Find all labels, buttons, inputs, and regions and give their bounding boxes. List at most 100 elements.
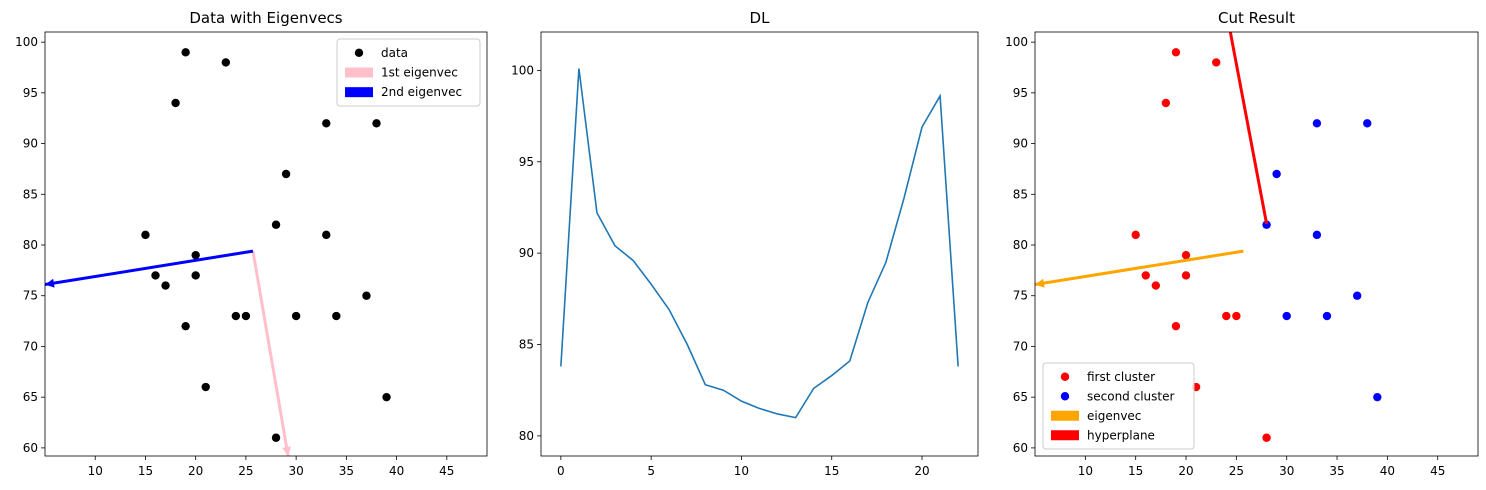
x-tick-label: 40: [1380, 464, 1395, 478]
y-tick-label: 90: [519, 246, 534, 260]
y-tick-label: 95: [519, 155, 534, 169]
arrow-shaft: [251, 250, 290, 456]
x-tick-label: 45: [1430, 464, 1445, 478]
y-tick-label: 60: [23, 441, 38, 455]
data-point: [362, 291, 371, 300]
y-tick-label: 90: [1013, 137, 1028, 151]
y-tick-label: 80: [519, 429, 534, 443]
legend-patch: [345, 67, 373, 78]
data-point: [1312, 119, 1322, 128]
arrow-shaft: [1035, 249, 1244, 287]
x-tick-label: 5: [647, 464, 655, 478]
x-tick-label: 20: [188, 464, 203, 478]
plot-area: [45, 48, 391, 456]
y-tick-label: 65: [23, 390, 38, 404]
legend-patch: [1051, 410, 1079, 421]
data-point: [1212, 58, 1221, 67]
arrow-head: [282, 446, 292, 456]
data-point: [241, 311, 251, 321]
data-point: [1352, 291, 1362, 300]
data-point: [322, 119, 331, 128]
y-tick-label: 60: [1013, 441, 1028, 455]
data-point: [1282, 311, 1291, 321]
y-tick-label: 80: [1013, 238, 1028, 252]
x-tick-label: 45: [439, 464, 454, 478]
data-point: [332, 311, 341, 321]
x-tick-label: 15: [824, 464, 839, 478]
x-tick-label: 25: [238, 464, 253, 478]
x-tick-label: 20: [1178, 464, 1193, 478]
legend-label: 2nd eigenvec: [381, 85, 462, 99]
data-point: [271, 220, 281, 229]
data-point: [1171, 321, 1181, 331]
data-point: [191, 271, 200, 280]
data-point: [1151, 281, 1161, 290]
axes-frame: [540, 31, 979, 457]
x-tick-label: 25: [1229, 464, 1244, 478]
data-point: [151, 271, 160, 280]
chart-title: Data with Eigenvecs: [189, 9, 342, 27]
data-point: [1312, 230, 1322, 240]
data-point: [1222, 311, 1231, 321]
data-point: [171, 98, 180, 108]
y-tick-label: 90: [23, 137, 38, 151]
chart-panel-1: Data with Eigenvecs 10 15 20 25 30 35 40 45 60 65 7…: [15, 9, 488, 478]
data-point: [291, 311, 301, 321]
legend-patch: [1051, 430, 1079, 441]
x-tick-label: 30: [288, 464, 303, 478]
data-point: [382, 392, 391, 402]
chart-title: Cut Result: [1218, 9, 1295, 27]
y-tick-label: 100: [511, 63, 534, 77]
x-tick-label: 20: [914, 464, 929, 478]
y-tick-label: 70: [1013, 339, 1028, 353]
data-point: [191, 250, 200, 260]
data-point: [201, 382, 210, 392]
data-point: [181, 321, 190, 331]
legend: data 1st eigenvec 2nd eigenvec: [336, 38, 481, 107]
chart-panel-2: DL 0 5 10 15 20 80 85 90 95 100: [511, 9, 979, 478]
x-tick-label: 0: [557, 464, 565, 478]
data-point: [1141, 271, 1150, 280]
data-point: [281, 169, 291, 179]
x-tick-label: 10: [88, 464, 103, 478]
x-tick-label: 40: [389, 464, 404, 478]
data-point: [141, 230, 150, 240]
hyperplane-line: [1228, 32, 1269, 224]
axes-frame: [1034, 31, 1479, 457]
data-point: [1272, 169, 1281, 179]
data-point: [322, 230, 331, 240]
legend-label: eigenvec: [1087, 409, 1141, 423]
data-point: [231, 311, 241, 321]
chart-title: DL: [750, 9, 771, 27]
legend-marker: [1060, 372, 1070, 381]
x-tick-label: 10: [734, 464, 749, 478]
x-tick-label: 15: [138, 464, 153, 478]
data-point: [1262, 220, 1271, 229]
data-point: [221, 58, 231, 67]
legend-label: second cluster: [1087, 389, 1174, 403]
data-point: [1262, 433, 1271, 442]
legend: first cluster second cluster eigenvec hyper…: [1042, 362, 1195, 450]
x-tick-label: 35: [1329, 464, 1344, 478]
x-tick-label: 10: [1078, 464, 1093, 478]
y-tick-label: 95: [23, 86, 38, 100]
y-tick-label: 65: [1013, 390, 1028, 404]
legend-marker: [1060, 392, 1070, 401]
data-point: [271, 433, 281, 442]
y-tick-label: 75: [23, 289, 38, 303]
arrow-head: [45, 278, 55, 288]
y-tick-label: 85: [519, 338, 534, 352]
data-point: [1363, 119, 1372, 128]
data-point: [1171, 48, 1181, 57]
arrow-head: [1035, 278, 1045, 288]
data-point: [1181, 250, 1191, 260]
x-tick-label: 30: [1279, 464, 1294, 478]
x-tick-label: 35: [339, 464, 354, 478]
y-tick-label: 80: [23, 238, 38, 252]
y-tick-label: 85: [1013, 187, 1028, 201]
legend-label: 1st eigenvec: [381, 66, 458, 80]
y-tick-label: 75: [1013, 289, 1028, 303]
legend-marker: [354, 48, 364, 58]
legend-label: hyperplane: [1087, 428, 1155, 442]
arrow-shaft: [45, 249, 254, 287]
